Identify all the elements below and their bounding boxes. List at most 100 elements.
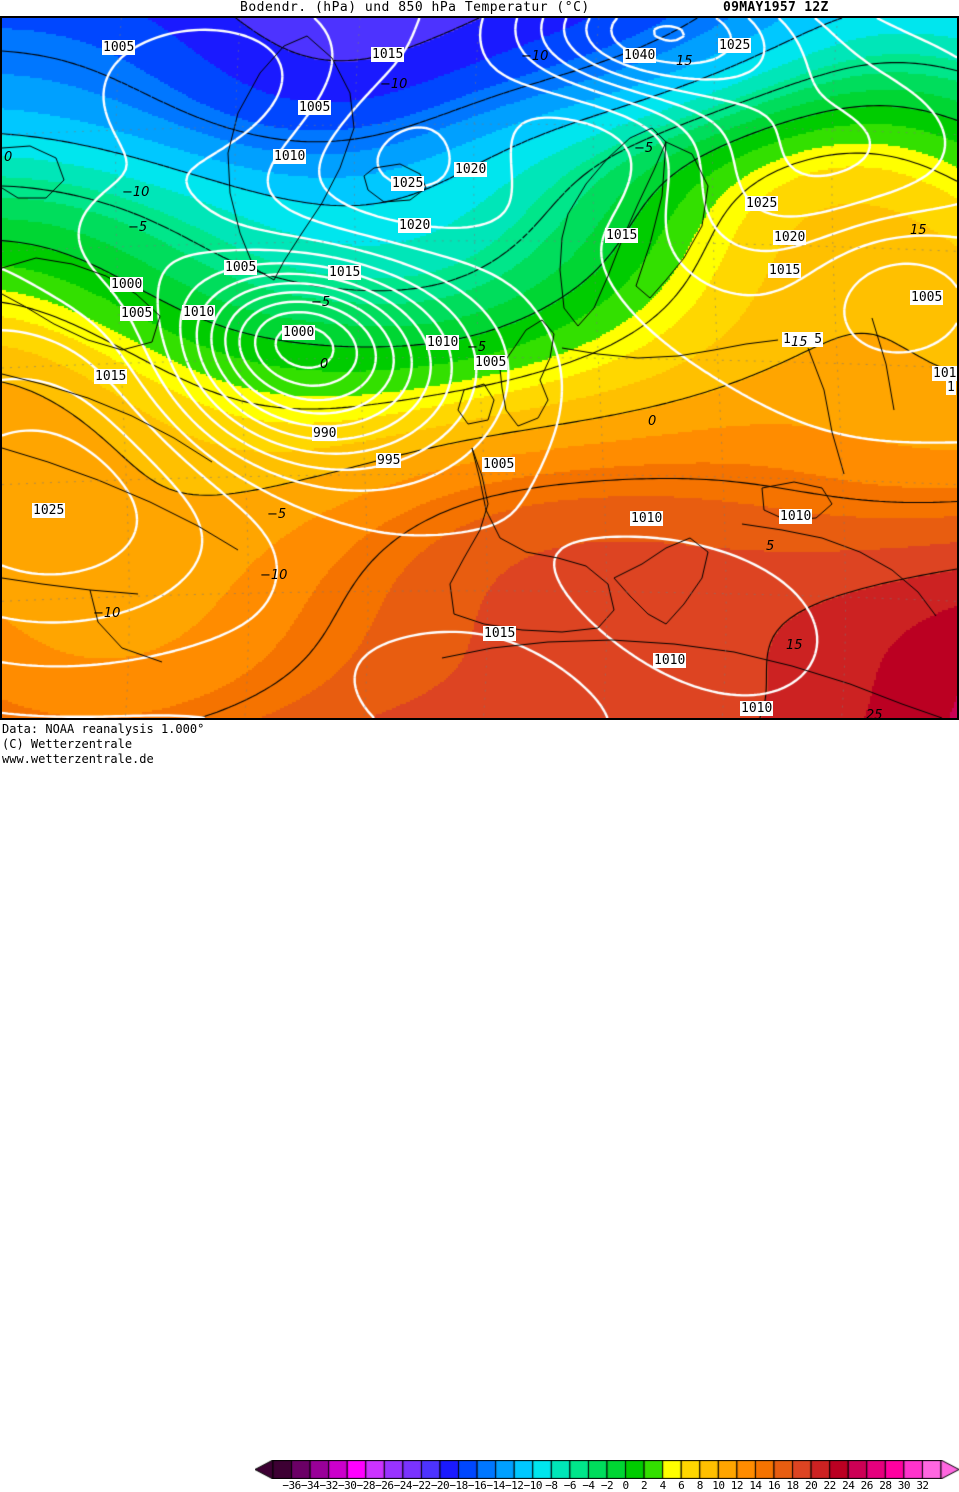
page-title: Bodendr. (hPa) und 850 hPa Temperatur (°…	[240, 0, 590, 15]
data-source-text: Data: NOAA reanalysis 1.000°	[2, 722, 205, 736]
colorbar-tick-20: 20	[804, 1479, 818, 1492]
isobar-label: 1000	[110, 277, 144, 292]
temperature-contour-label: −5	[311, 295, 331, 310]
colorbar-tick-labels: −36 −34 −32 −30 −28 −26 −24 −22 −20 −18 −16 −14 −12−…	[255, 1479, 959, 1492]
temperature-contour-label: −5	[467, 340, 487, 355]
temperature-contour-label: 15	[791, 335, 808, 350]
colorbar-tick-minus22: −22	[412, 1479, 431, 1492]
temperature-contour-label: 15	[786, 638, 803, 653]
temperature-contour-label: 0	[4, 150, 13, 165]
isobar-label: 1 5	[782, 332, 824, 347]
colorbar-tick-minus20: −20	[430, 1479, 450, 1492]
isobar-label: 1010	[653, 653, 687, 668]
colorbar-tick-12: 12	[730, 1479, 744, 1492]
colorbar-tick-minus10: −10	[523, 1479, 543, 1492]
colorbar-tick-minus30: −30	[338, 1479, 357, 1492]
colorbar-tick-18: 18	[786, 1479, 799, 1492]
isobar-label: 1015	[328, 265, 362, 280]
isobar-label: 1010	[426, 335, 460, 350]
temperature-contour-label: −10	[260, 568, 288, 583]
colorbar-tick-minus2: −2	[600, 1479, 614, 1492]
isobar-label: 1025	[718, 38, 752, 53]
isobar-label: 1020	[773, 230, 807, 245]
colorbar-tick-minus26: −26	[375, 1479, 394, 1492]
colorbar-tick-minus14: −14	[486, 1479, 505, 1492]
isobar-label: 1	[946, 380, 956, 395]
isobar-label: 990	[312, 426, 338, 441]
title-bar: Bodendr. (hPa) und 850 hPa Temperatur (°…	[0, 0, 959, 16]
colorbar-tick-minus12: −12	[505, 1479, 524, 1492]
temperature-contour-label: −10	[380, 77, 408, 92]
colorbar-tick-28: 28	[879, 1479, 892, 1492]
map-frame: 1005 1015 1040 1025 1005 1010 1020 1025 1020 1015…	[0, 16, 959, 720]
colorbar-tick-24: 24	[842, 1479, 855, 1492]
isobar-label: 1005	[474, 355, 508, 370]
colorbar-tick-minus6: −6	[563, 1479, 577, 1492]
temperature-contour-label: 5	[766, 539, 775, 554]
temperature-contour-label: −5	[634, 141, 654, 156]
temperature-contour-label: 15	[910, 223, 927, 238]
isobar-label: 1005	[482, 457, 516, 472]
isobar-label: 1020	[398, 218, 432, 233]
colorbar-tick-6: 6	[678, 1479, 685, 1492]
colorbar-tick-minus18: −18	[449, 1479, 468, 1492]
isobar-label: 995	[376, 453, 402, 468]
isobar-label: 1005	[224, 260, 258, 275]
footer: Data: NOAA reanalysis 1.000° (C) Wetterz…	[0, 722, 959, 1492]
colorbar-tick-minus4: −4	[582, 1479, 595, 1492]
temperature-contour-label: 25	[866, 708, 883, 720]
isobar-label: 1015	[94, 369, 128, 384]
colorbar-tick-0: 0	[622, 1479, 629, 1492]
temperature-contour-label: −10	[521, 49, 549, 64]
isobar-label: 1010	[273, 149, 307, 164]
isobar-label: 1025	[32, 503, 66, 518]
isobar-label: 1005	[120, 306, 154, 321]
temperature-contour-label: −10	[93, 606, 121, 621]
temperature-contour-label: 0	[320, 357, 329, 372]
isobar-label: 1010	[182, 305, 216, 320]
colorbar-tick-minus36: −36	[282, 1479, 301, 1492]
website-text: www.wetterzentrale.de	[2, 752, 154, 766]
isobar-label: 101	[932, 366, 957, 381]
copyright-text: (C) Wetterzentrale	[2, 737, 133, 751]
isobar-label: 1040	[623, 48, 657, 63]
temperature-contour-label: 15	[676, 54, 693, 69]
map-timestamp: 09MAY1957 12Z	[723, 0, 829, 15]
colorbar-tick-8: 8	[696, 1479, 704, 1492]
colorbar-tick-26: 26	[860, 1479, 874, 1492]
temperature-colorbar: −36 −34 −32 −30 −28 −26 −24 −22 −20 −18 −16 −14 −12−…	[255, 1460, 959, 1492]
isobar-label: 1010	[630, 511, 664, 526]
colorbar-tick-minus16: −16	[467, 1479, 487, 1492]
colorbar-tick-minus24: −24	[393, 1479, 413, 1492]
isobar-label: 1005	[102, 40, 136, 55]
isobar-label: 1025	[745, 196, 779, 211]
temperature-contour-label: −5	[128, 220, 148, 235]
temperature-contour-label: −5	[267, 507, 287, 522]
isobar-label: 1015	[483, 626, 517, 641]
isobar-label: 1010	[779, 509, 813, 524]
colorbar-tick-minus34: −34	[300, 1479, 320, 1492]
colorbar-tick-32: 32	[916, 1479, 929, 1492]
colorbar-tick-10: 10	[712, 1479, 725, 1492]
colorbar-tick-4: 4	[659, 1479, 667, 1492]
colorbar-tick-14: 14	[749, 1479, 762, 1492]
temperature-contour-label: 0	[648, 414, 657, 429]
colorbar-tick-minus8: −8	[545, 1479, 558, 1492]
colorbar-strip	[255, 1460, 959, 1479]
isobar-label: 1015	[768, 263, 802, 278]
isobar-label: 1010	[740, 701, 774, 716]
isobar-label: 1020	[454, 162, 488, 177]
isobar-label: 1005	[910, 290, 944, 305]
isobar-label: 1005	[298, 100, 332, 115]
colorbar-tick-minus28: −28	[356, 1479, 376, 1492]
isobar-label: 1015	[371, 47, 405, 62]
isobar-label: 1025	[391, 176, 425, 191]
colorbar-tick-22: 22	[823, 1479, 837, 1492]
isobar-label: 1015	[605, 228, 639, 243]
colorbar-tick-minus32: −32	[319, 1479, 338, 1492]
isobar-label: 1000	[282, 325, 316, 340]
temperature-contour-label: −10	[122, 185, 150, 200]
colorbar-tick-16: 16	[767, 1479, 781, 1492]
colorbar-tick-2: 2	[641, 1479, 648, 1492]
